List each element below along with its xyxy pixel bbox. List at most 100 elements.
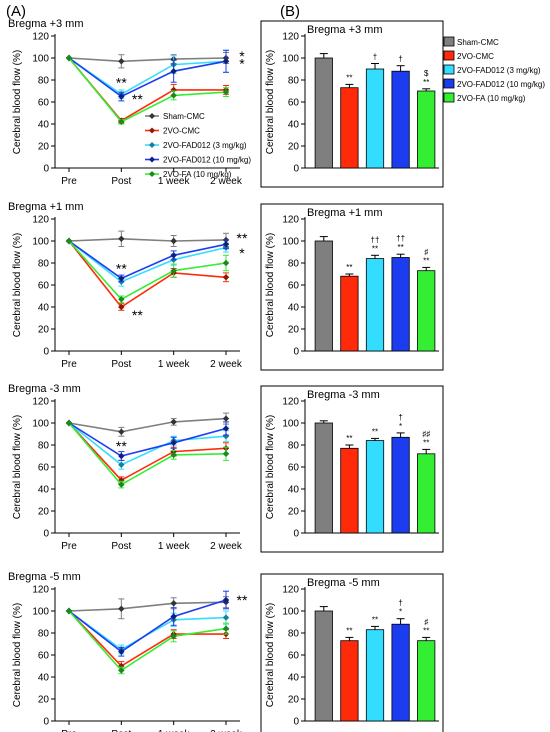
series-line	[68, 610, 227, 672]
data-point	[222, 425, 230, 432]
line-chart-1: Bregma +3 mm Cerebral blood flow (%) 0 20 40…	[8, 18, 251, 187]
x-tick-label: Post	[111, 729, 131, 732]
bar	[417, 453, 436, 534]
significance-mark: **	[372, 615, 378, 624]
y-axis-label: Cerebral blood flow (%)	[12, 233, 23, 338]
data-point	[170, 451, 177, 459]
data-point	[118, 235, 125, 242]
significance-mark: **	[346, 73, 352, 82]
bar	[391, 70, 410, 169]
y-tick-label: 40	[38, 485, 50, 496]
significance-mark: ††	[371, 235, 380, 244]
data-point	[170, 418, 177, 426]
y-axis-label: Cerebral blood flow (%)	[265, 415, 276, 520]
series-line	[68, 422, 227, 457]
bar	[340, 275, 359, 352]
significance-mark: **	[372, 244, 378, 253]
bar	[314, 57, 333, 169]
bar	[391, 436, 410, 534]
significance-mark: **	[346, 626, 352, 635]
series-line	[68, 57, 227, 96]
panel-label-b: (B)	[280, 3, 300, 20]
significance-mark: ♯	[424, 617, 428, 626]
y-tick-label: 100	[282, 607, 299, 618]
y-tick-label: 60	[288, 281, 300, 292]
y-axis-label: Cerebral blood flow (%)	[265, 603, 276, 708]
y-tick-label: 40	[288, 673, 300, 684]
series-line	[68, 417, 227, 433]
data-point	[118, 275, 125, 282]
y-tick-label: 120	[282, 215, 299, 226]
y-tick-label: 20	[288, 695, 300, 706]
data-point	[118, 461, 125, 468]
bar	[417, 90, 436, 169]
y-tick-label: 120	[32, 397, 49, 408]
series-line	[68, 57, 227, 98]
x-tick-label: 2 week	[210, 359, 243, 370]
series-line	[68, 240, 227, 309]
bar-chart-4: Bregma -5 mm Cerebral blood flow (%) 0 20 40…	[260, 573, 444, 732]
data-point	[170, 613, 177, 620]
x-tick-label: 2 week	[210, 176, 243, 187]
y-tick-label: 20	[288, 142, 300, 153]
series-line	[68, 599, 227, 653]
data-point	[118, 667, 125, 674]
y-tick-label: 20	[288, 507, 300, 518]
data-point	[222, 614, 230, 621]
data-point	[170, 600, 177, 607]
y-tick-label: 120	[32, 215, 49, 226]
significance-mark: †	[398, 55, 402, 64]
significance-mark: **	[423, 78, 429, 87]
significance-annotation: **	[116, 438, 127, 454]
line-chart-4: Bregma -5 mm Cerebral blood flow (%) 0 20 40…	[8, 571, 248, 732]
y-tick-label: 40	[38, 120, 50, 131]
bar	[314, 610, 333, 722]
data-point	[222, 433, 230, 440]
y-tick-label: 100	[32, 607, 49, 618]
series-line	[68, 57, 227, 123]
bar	[365, 258, 385, 352]
significance-mark: **	[397, 243, 403, 252]
significance-annotation: **	[132, 307, 143, 323]
data-point	[222, 596, 230, 604]
bar	[365, 629, 385, 722]
y-tick-label: 60	[38, 281, 50, 292]
legend-label: 2VO-FA (10 mg/kg)	[163, 170, 232, 179]
chart-title: Bregma -5 mm	[307, 577, 380, 589]
data-point	[170, 68, 177, 75]
y-tick-label: 0	[43, 164, 49, 175]
data-point	[118, 605, 125, 612]
significance-mark: †	[398, 599, 402, 608]
y-tick-label: 20	[288, 325, 300, 336]
y-axis-label: Cerebral blood flow (%)	[265, 233, 276, 338]
x-tick-label: Pre	[61, 541, 77, 552]
significance-mark: †	[398, 413, 402, 422]
data-point	[65, 607, 73, 615]
y-tick-label: 120	[32, 32, 49, 43]
x-tick-label: 1 week	[158, 359, 191, 370]
legend-label: Sham-CMC	[163, 112, 205, 121]
y-tick-label: 80	[288, 76, 300, 87]
data-point	[170, 439, 177, 446]
data-point	[118, 118, 125, 125]
y-tick-label: 60	[38, 463, 50, 474]
data-point	[65, 237, 73, 245]
x-tick-label: Pre	[61, 359, 77, 370]
y-tick-label: 100	[282, 237, 299, 248]
legend-label: 2VO-FAD012 (3 mg/kg)	[163, 141, 247, 150]
y-tick-label: 0	[293, 717, 299, 728]
series-line	[68, 422, 227, 466]
data-point	[170, 633, 177, 640]
legend-label: 2VO-FAD012 (10 mg/kg)	[163, 156, 251, 165]
y-tick-label: 0	[293, 164, 299, 175]
bar	[340, 447, 359, 534]
legend-label: Sham-CMC	[457, 38, 499, 47]
data-point	[170, 92, 177, 99]
bar	[417, 270, 436, 352]
significance-mark: **	[423, 626, 429, 635]
y-tick-label: 60	[288, 463, 300, 474]
y-tick-label: 0	[293, 529, 299, 540]
y-tick-label: 80	[38, 441, 50, 452]
y-tick-label: 60	[288, 98, 300, 109]
